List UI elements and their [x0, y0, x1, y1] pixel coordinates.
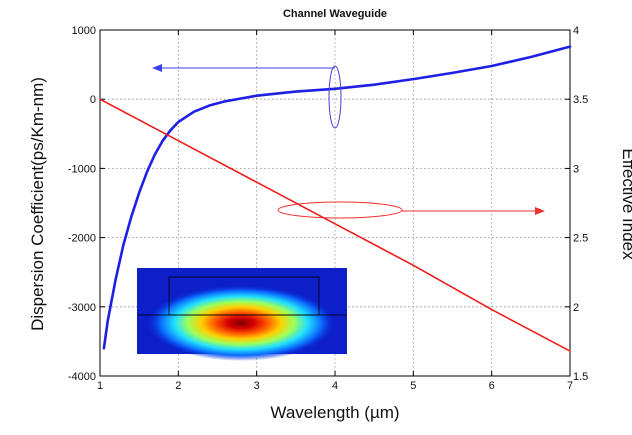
right-y-axis-ticks: 1.5 2 2.5 3 3.5 4: [565, 25, 588, 383]
left-y-tick-label: -2000: [68, 233, 96, 245]
left-y-tick-label: -3000: [68, 302, 96, 314]
x-tick-label: 6: [489, 380, 495, 392]
right-y-tick-label: 2.5: [573, 233, 588, 245]
left-y-tick-label: -1000: [68, 163, 96, 175]
x-tick-label: 2: [175, 380, 181, 392]
right-y-tick-label: 4: [573, 25, 579, 37]
blue-axis-annotation: [152, 64, 341, 128]
x-axis-label: Wavelength (µm): [270, 403, 399, 422]
right-y-tick-label: 3: [573, 163, 579, 175]
right-y-tick-label: 1.5: [573, 371, 588, 383]
x-tick-label: 5: [410, 380, 416, 392]
right-y-axis-label: Effective Index: [619, 148, 632, 260]
left-y-tick-label: -4000: [68, 371, 96, 383]
x-tick-label: 4: [332, 380, 338, 392]
chart-title: Channel Waveguide: [283, 8, 387, 20]
mode-profile-heatmap-icon: [137, 268, 347, 361]
x-tick-label: 3: [254, 380, 260, 392]
right-y-tick-label: 2: [573, 302, 579, 314]
x-tick-label: 1: [97, 380, 103, 392]
right-y-tick-label: 3.5: [573, 94, 588, 106]
left-y-tick-label: 1000: [72, 25, 96, 37]
left-y-axis-label: Dispersion Coefficient(ps/Km-nm): [28, 77, 47, 331]
left-y-axis-ticks: -4000 -3000 -2000 -1000 0 1000: [68, 25, 105, 383]
left-y-tick-label: 0: [90, 94, 96, 106]
